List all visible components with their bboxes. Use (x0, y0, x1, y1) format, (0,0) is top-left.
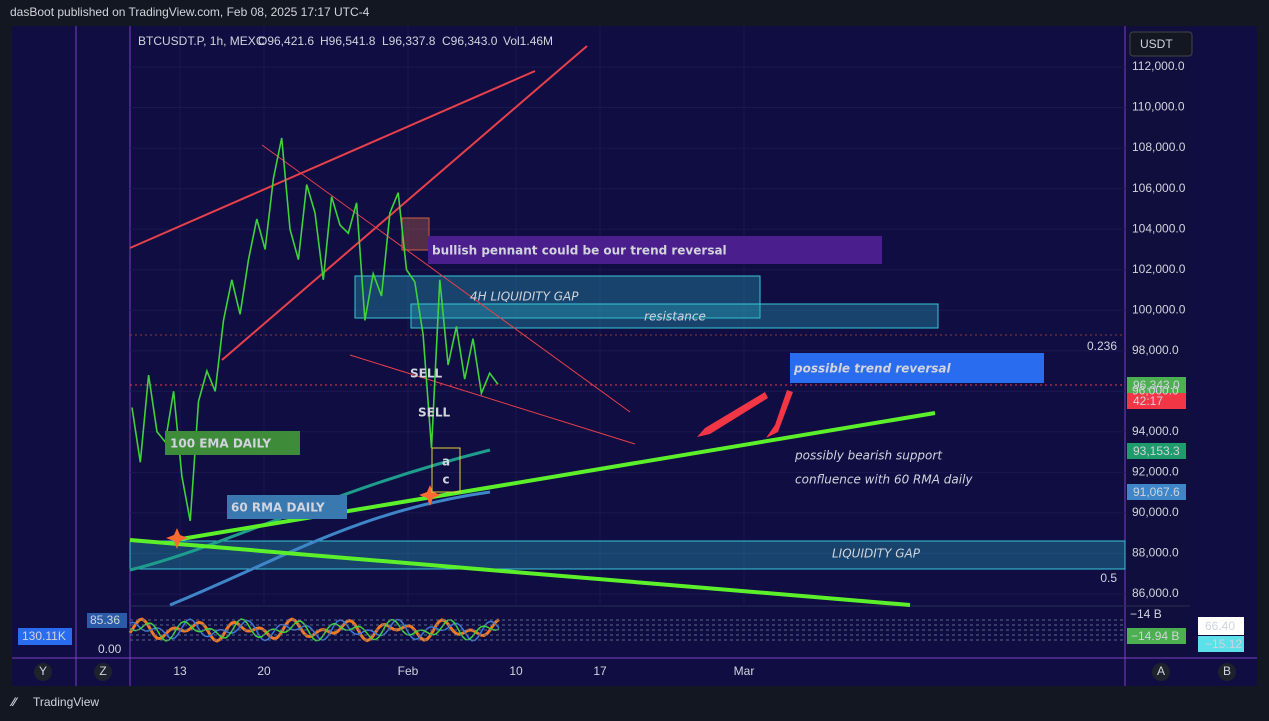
trend-line (349, 354, 636, 445)
currency-button[interactable] (1129, 31, 1193, 57)
volume-value: 130.11K (22, 629, 66, 643)
indicator-value: −14 B (1130, 607, 1162, 621)
liquidity-gap-4h (354, 275, 761, 319)
publisher: dasBoot published on TradingView.com, Fe… (10, 5, 370, 19)
arrow (766, 390, 793, 438)
fib-label: 0.5 (1100, 571, 1117, 585)
badge (87, 613, 127, 628)
signal: SELL (410, 367, 442, 381)
price-tick-label: 110,000.0 (1132, 100, 1185, 114)
annotation-box (165, 431, 300, 455)
price-axis (1125, 26, 1190, 658)
price-tick-label: 94,000.0 (1132, 424, 1179, 438)
indicator-value: −15.12 (1205, 637, 1242, 651)
logo: ⁄⁄ (9, 695, 19, 709)
price-tick-label: 100,000.0 (1132, 302, 1186, 316)
support-line (129, 538, 911, 607)
time-tick-label: Feb (398, 664, 419, 678)
button-label[interactable]: A (1157, 664, 1165, 678)
button[interactable] (94, 663, 112, 681)
resistance-box (410, 303, 939, 329)
badge (1127, 377, 1186, 393)
price-tick-label: 86,000.0 (1132, 586, 1179, 600)
price-tick-label: 90,000.0 (1132, 505, 1179, 519)
time-tick-label: 17 (593, 664, 607, 678)
star (166, 528, 188, 549)
annotation: possible trend reversal (793, 362, 952, 376)
signal: SELL (418, 406, 450, 420)
annotation: LIQUIDITY GAP (832, 547, 921, 561)
badge-text: 96,343.0 (1133, 378, 1180, 392)
annotation: bullish pennant could be our trend rever… (432, 244, 727, 258)
indicator-value: 0.00 (98, 642, 122, 656)
button-label[interactable]: B (1223, 664, 1231, 678)
badge (1127, 443, 1186, 459)
price-tick-label: 92,000.0 (1132, 465, 1179, 479)
badge-text: 91,067.6 (1133, 485, 1180, 499)
trend-line (261, 144, 631, 413)
badge-text: 42:17 (1133, 394, 1163, 408)
liquidity-gap (129, 540, 1126, 570)
button-label[interactable]: Z (99, 664, 106, 678)
annotation-box (428, 236, 882, 264)
oscillator-line (129, 618, 500, 642)
badge (1198, 617, 1244, 635)
volume: Vol1.46M (503, 34, 553, 48)
annotation: resistance (644, 310, 706, 324)
annotation: 60 RMA DAILY (231, 501, 325, 515)
time-tick-label: 10 (509, 664, 523, 678)
badge (18, 628, 72, 645)
annotation-box (227, 495, 347, 519)
symbol: BTCUSDT.P, 1h, MEXC (138, 34, 265, 48)
badge (1127, 393, 1186, 409)
annotation-box (790, 353, 1044, 383)
price-tick-label: 112,000.0 (1132, 59, 1185, 73)
badge (1198, 636, 1244, 652)
trend-line (221, 45, 588, 361)
rma-line (169, 490, 491, 607)
button[interactable] (1152, 663, 1170, 681)
price-tick-label: 104,000.0 (1132, 221, 1186, 235)
ohlc: H96,541.8 (320, 34, 376, 48)
wave-box (431, 447, 461, 493)
price-tick-label: 96,000.0 (1132, 383, 1179, 397)
fib-label: 0.236 (1087, 339, 1117, 353)
price-tick-label: 98,000.0 (1132, 343, 1179, 357)
time-tick-label: Mar (734, 664, 755, 678)
price-tick-label: 88,000.0 (1132, 546, 1179, 560)
button[interactable] (34, 663, 52, 681)
indicator-value: 85.36 (90, 613, 120, 627)
currency[interactable]: USDT (1140, 37, 1173, 51)
annotation: confluence with 60 RMA daily (795, 473, 973, 487)
price-line (131, 137, 499, 522)
annotation: 4H LIQUIDITY GAP (470, 290, 579, 304)
chart-area (12, 26, 1257, 686)
badge (1127, 628, 1186, 644)
ohlc: C96,343.0 (442, 34, 498, 48)
price-tick-label: 106,000.0 (1132, 181, 1186, 195)
time-tick-label: 13 (173, 664, 187, 678)
order-block (401, 217, 430, 251)
brand: TradingView (33, 695, 99, 709)
indicator-value: −14.94 B (1131, 629, 1179, 643)
indicator-value: 66.40 (1205, 619, 1235, 633)
star (419, 485, 441, 506)
badge (1127, 484, 1186, 500)
button-label[interactable]: Y (39, 664, 47, 678)
price-tick-label: 108,000.0 (1132, 140, 1186, 154)
arrow (697, 392, 768, 437)
wave-label: a (442, 455, 450, 469)
button[interactable] (1218, 663, 1236, 681)
price-tick-label: 102,000.0 (1132, 262, 1186, 276)
wave-label: c (442, 473, 449, 487)
badge-text: 93,153.3 (1133, 444, 1180, 458)
annotation: 100 EMA DAILY (170, 437, 271, 451)
trend-line (129, 70, 536, 249)
annotation: possibly bearish support (794, 449, 943, 463)
ohlc: O96,421.6 (258, 34, 314, 48)
time-tick-label: 20 (257, 664, 271, 678)
ohlc: L96,337.8 (382, 34, 436, 48)
